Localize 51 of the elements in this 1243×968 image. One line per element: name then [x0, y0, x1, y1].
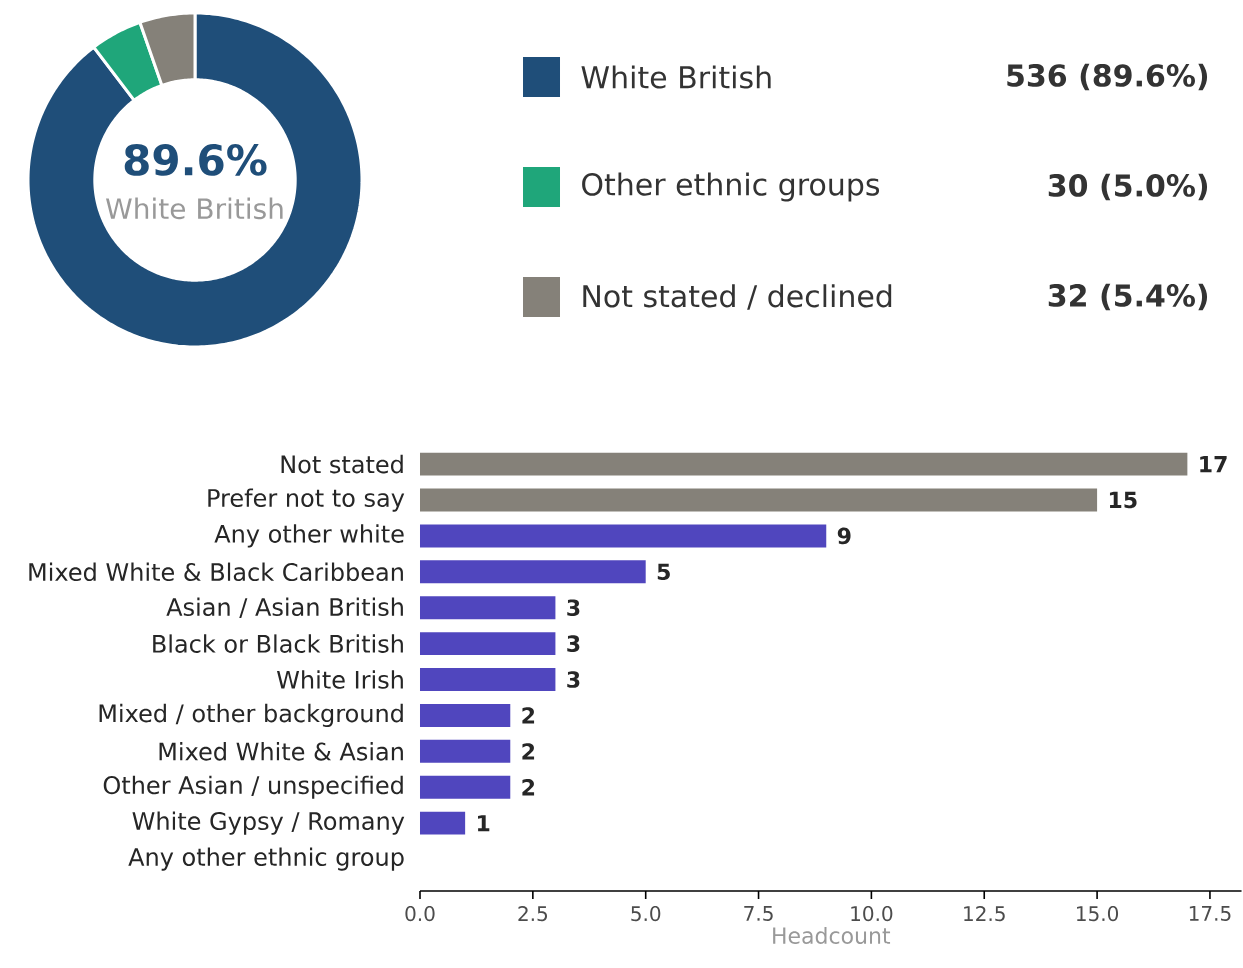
- data-label: 15: [1109, 491, 1137, 509]
- y-tick-label: Any other ethnic group: [128, 847, 404, 871]
- data-label: 5: [657, 563, 670, 581]
- bar: [420, 560, 646, 584]
- x-tick-label: 10.0: [851, 906, 893, 922]
- data-label: 3: [567, 635, 580, 652]
- y-tick-label: Black or Black British: [153, 634, 403, 653]
- data-label: 3: [567, 599, 580, 617]
- x-tick-label: 5.0: [631, 906, 661, 922]
- data-label: 1: [478, 815, 490, 832]
- x-tick-label: 17.5: [1189, 906, 1231, 921]
- bar: [420, 596, 556, 620]
- y-tick-label: Mixed White & Black Caribbean: [29, 562, 403, 582]
- legend-label: White British: [581, 65, 771, 89]
- y-tick-label: Mixed White & Asian: [159, 742, 403, 761]
- data-label: 3: [567, 671, 580, 688]
- x-tick-label: 7.5: [744, 906, 773, 921]
- bar: [420, 668, 556, 692]
- bar: [420, 811, 466, 835]
- y-tick-label: Not stated: [281, 454, 403, 474]
- x-tick-label: 12.5: [964, 906, 1005, 922]
- y-tick-label: Any other white: [214, 524, 404, 548]
- y-tick-label: Asian / Asian British: [166, 597, 403, 618]
- y-tick-label: Prefer not to say: [208, 488, 405, 512]
- data-label: 536 (89.6%): [1007, 63, 1208, 91]
- y-tick-label: Mixed / other background: [99, 703, 403, 728]
- data-label: 32 (5.4%): [1048, 283, 1208, 311]
- y-tick-label: Other Asian / unspecified: [103, 775, 403, 799]
- bar: [420, 488, 1098, 512]
- y-tick-label: White Irish: [276, 670, 403, 689]
- bar: [420, 739, 511, 763]
- data-label: 30 (5.0%): [1048, 173, 1208, 201]
- data-label: 2: [522, 707, 535, 724]
- text: 89.6%: [124, 144, 267, 176]
- data-label: 9: [837, 527, 851, 545]
- text: White British: [105, 197, 283, 220]
- data-label: 2: [522, 779, 535, 796]
- x-tick-label: 2.5: [518, 906, 547, 922]
- data-label: 2: [522, 743, 535, 760]
- data-label: 17: [1200, 456, 1227, 473]
- bar: [420, 703, 511, 727]
- bar: [420, 524, 827, 548]
- y-tick-label: White Gypsy / Romany: [132, 811, 405, 835]
- x-tick-label: 15.0: [1077, 906, 1119, 922]
- x-tick-label: 0.0: [405, 906, 435, 922]
- legend-label: Not stated / declined: [583, 284, 892, 310]
- bar: [420, 775, 511, 799]
- legend-label: Other ethnic groups: [582, 172, 880, 202]
- bar: [420, 452, 1188, 476]
- bar: [420, 632, 556, 656]
- x-axis-title: Headcount: [773, 926, 891, 944]
